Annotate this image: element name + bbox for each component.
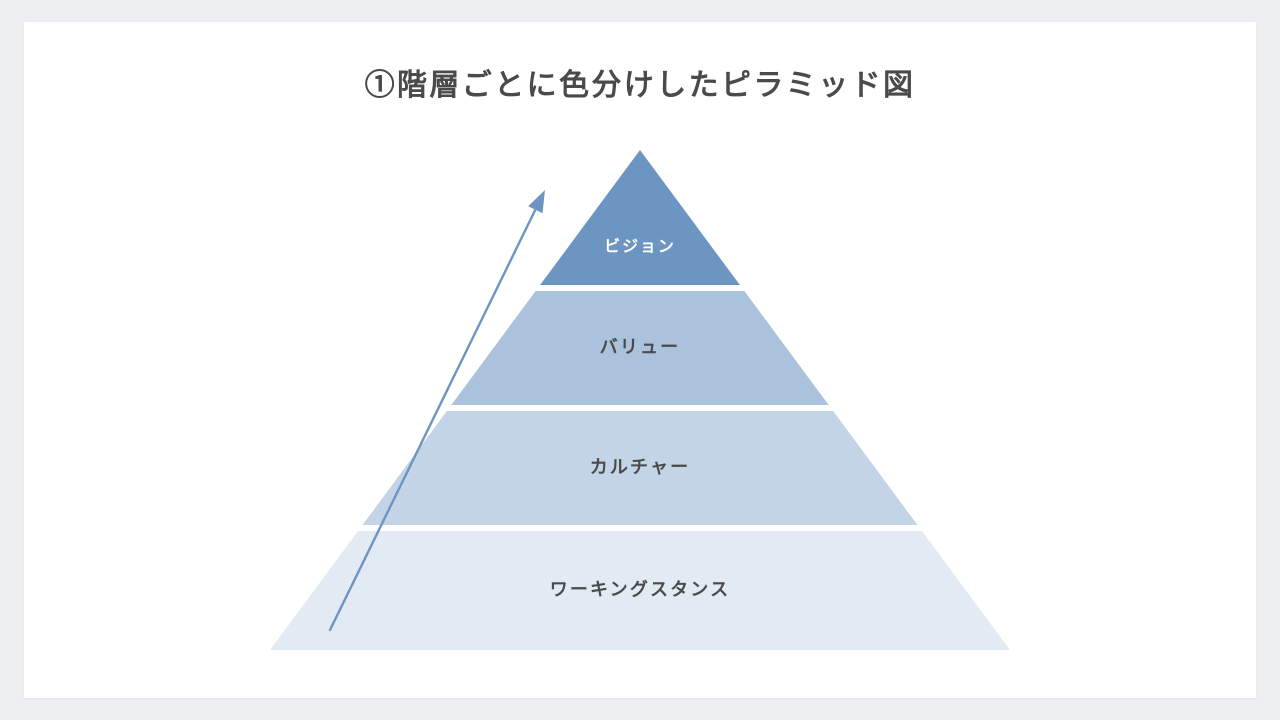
pyramid-tier-label: カルチャー xyxy=(590,457,691,477)
pyramid-tier-label: ワーキングスタンス xyxy=(550,578,731,599)
pyramid-tier-3: ワーキングスタンス xyxy=(270,531,1010,650)
pyramid-tier-2: カルチャー xyxy=(363,411,918,525)
pyramid-tier-1: バリュー xyxy=(451,291,828,405)
pyramid-diagram: ビジョンバリューカルチャーワーキングスタンス xyxy=(240,130,1040,680)
page-root: ①階層ごとに色分けしたピラミッド図 ビジョンバリューカルチャーワーキングスタンス xyxy=(0,0,1280,720)
pyramid-tier-label: バリュー xyxy=(600,337,681,357)
pyramid-tier-0: ビジョン xyxy=(540,150,740,285)
pyramid-tier-label: ビジョン xyxy=(604,237,676,255)
slide-title: ①階層ごとに色分けしたピラミッド図 xyxy=(0,60,1280,104)
